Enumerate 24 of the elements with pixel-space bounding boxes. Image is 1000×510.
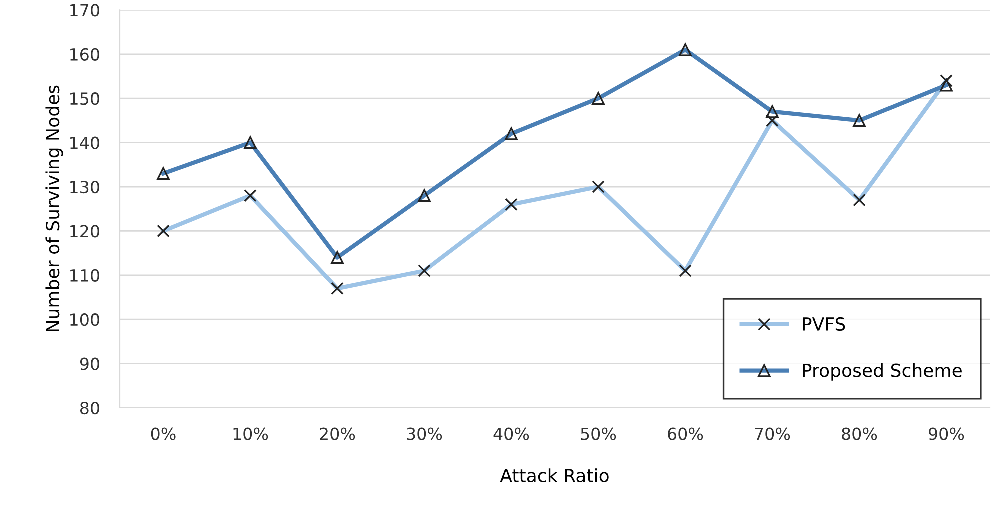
x-tick-label: 30% [407,428,442,440]
y-tick-label: 130 [70,180,100,194]
y-tick-label: 150 [70,92,100,106]
x-tick-label: 10% [234,428,268,440]
y-tick-label: 110 [70,269,100,282]
x-tick-label: 20% [320,428,356,440]
x-tick-label: 90% [929,428,964,440]
x-tick-label: 60% [668,428,704,440]
y-tick-label: 160 [70,48,100,61]
x-tick-label: 0% [151,428,176,440]
x-tick-label: 50% [581,428,616,440]
y-tick-label: 90 [80,358,100,370]
x-tick-label: 70% [755,428,790,440]
legend-label: PVFS [803,317,846,332]
y-tick-label: 140 [70,136,100,150]
y-tick-label: 80 [80,402,100,415]
y-tick-label: 170 [70,4,100,17]
y-tick-label: 120 [70,225,100,238]
y-tick-label: 100 [70,314,100,326]
x-axis-title: Attack Ratio [500,468,609,483]
x-tick-label: 80% [842,428,878,440]
legend-label: Proposed Scheme [803,363,962,381]
x-tick-label: 40% [494,428,530,440]
y-axis-title: Number of Surviving Nodes [46,86,64,332]
